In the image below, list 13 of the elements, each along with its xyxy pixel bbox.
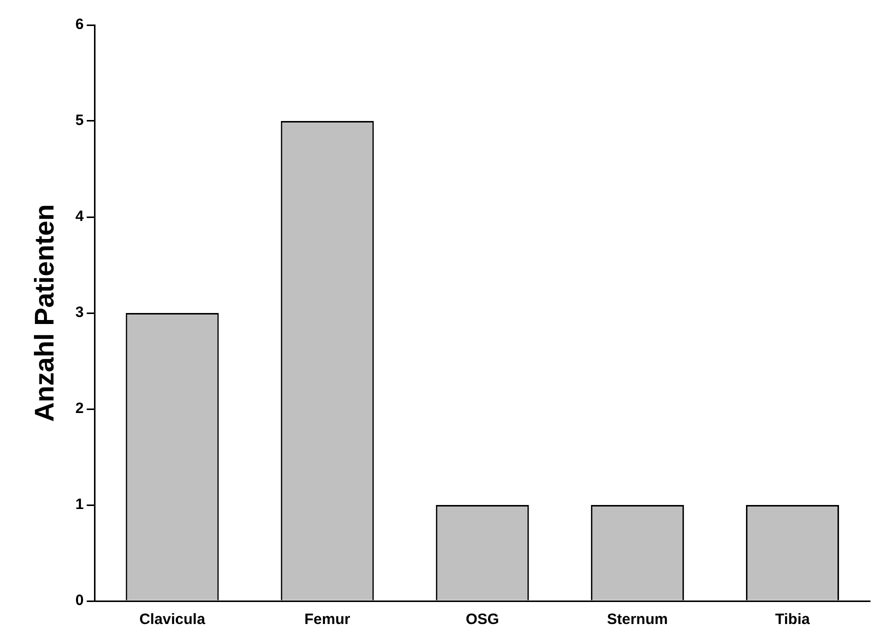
y-tick-label: 0 (75, 592, 84, 610)
x-tick-label: Clavicula (139, 611, 206, 628)
y-tick-label: 4 (75, 208, 84, 226)
y-tick-label: 3 (75, 304, 84, 322)
x-tick-label: Tibia (775, 611, 810, 628)
y-axis-title: Anzahl Patienten (30, 204, 60, 422)
x-tick-label: Sternum (607, 611, 668, 628)
y-tick-label: 1 (75, 496, 84, 514)
y-tick-label: 2 (75, 400, 84, 418)
x-tick-label: Femur (304, 611, 350, 628)
x-tick-label: OSG (466, 611, 500, 628)
y-tick-label: 6 (75, 16, 84, 34)
y-tick-label: 5 (75, 112, 84, 130)
